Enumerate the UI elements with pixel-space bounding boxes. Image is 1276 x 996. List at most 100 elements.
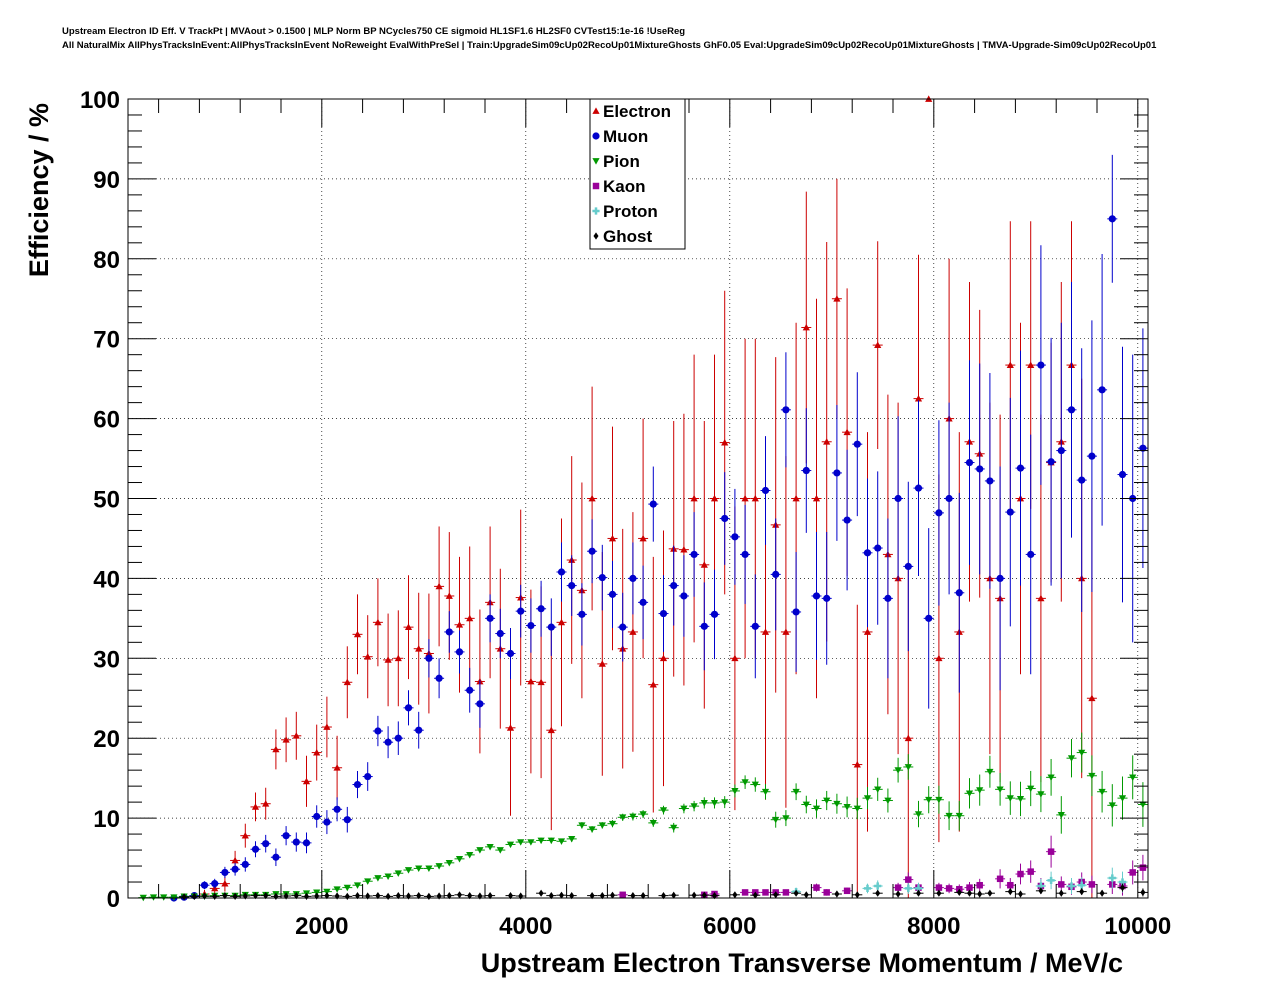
data-point xyxy=(710,610,719,618)
data-point xyxy=(977,890,983,898)
data-point xyxy=(232,892,238,901)
data-point xyxy=(1119,884,1126,892)
legend-label-muon: Muon xyxy=(603,127,648,146)
data-point xyxy=(782,889,790,896)
data-point xyxy=(455,621,464,628)
data-point xyxy=(568,581,576,590)
data-point xyxy=(925,796,933,804)
x-tick-label: 10000 xyxy=(1104,913,1171,940)
data-point xyxy=(365,892,371,900)
data-point xyxy=(221,868,229,877)
data-point xyxy=(324,892,330,900)
y-tick-label: 40 xyxy=(93,566,120,593)
data-point xyxy=(751,781,759,789)
data-point xyxy=(884,797,892,805)
series-kaon xyxy=(617,835,1148,899)
data-point xyxy=(557,618,566,626)
data-point xyxy=(965,790,974,797)
data-point xyxy=(649,500,657,508)
data-point xyxy=(323,818,331,826)
data-point xyxy=(333,886,341,893)
legend-label-kaon: Kaon xyxy=(603,177,646,196)
data-point xyxy=(1139,444,1147,452)
data-point xyxy=(782,406,790,414)
data-point xyxy=(506,649,515,658)
data-point xyxy=(364,653,372,660)
data-point xyxy=(874,786,882,793)
data-point xyxy=(598,660,606,667)
data-point xyxy=(1078,749,1086,757)
data-point xyxy=(659,807,668,814)
data-point xyxy=(486,843,494,851)
data-point xyxy=(904,562,912,571)
data-point xyxy=(996,574,1004,583)
legend-marker-kaon xyxy=(592,182,600,190)
data-point xyxy=(273,892,279,901)
data-point xyxy=(629,813,637,821)
data-point xyxy=(353,780,362,789)
data-point xyxy=(547,623,555,631)
data-point xyxy=(782,628,790,635)
data-point xyxy=(853,760,861,768)
data-point xyxy=(446,892,452,900)
data-point xyxy=(1140,888,1146,897)
data-point xyxy=(1099,889,1105,897)
data-point xyxy=(608,820,617,828)
data-point xyxy=(1047,458,1055,466)
data-point xyxy=(517,839,525,846)
data-point xyxy=(323,888,331,896)
data-point xyxy=(945,885,953,892)
data-point xyxy=(333,764,341,771)
data-point xyxy=(221,880,229,887)
data-point xyxy=(1037,594,1045,602)
data-point xyxy=(547,726,555,734)
data-point xyxy=(456,891,463,899)
data-point xyxy=(548,892,554,900)
data-point xyxy=(527,677,535,685)
data-point xyxy=(598,574,606,582)
data-point xyxy=(935,796,943,804)
data-point xyxy=(262,800,270,807)
data-point xyxy=(710,800,719,807)
data-point xyxy=(863,549,872,557)
data-series xyxy=(138,95,1148,902)
data-point xyxy=(833,295,841,302)
data-point xyxy=(303,892,310,901)
data-point xyxy=(588,547,596,555)
data-point xyxy=(741,494,749,502)
data-point xyxy=(649,681,657,688)
data-point xyxy=(823,889,830,896)
data-point xyxy=(1037,361,1045,369)
data-point xyxy=(700,561,708,568)
data-point xyxy=(416,892,422,900)
data-point xyxy=(843,428,851,436)
y-tick-label: 60 xyxy=(93,407,120,434)
data-point xyxy=(639,811,647,818)
data-point xyxy=(344,892,350,901)
data-point xyxy=(1006,508,1014,516)
data-point xyxy=(435,863,443,870)
data-point xyxy=(405,892,412,900)
data-point xyxy=(875,889,881,897)
data-point xyxy=(1007,888,1013,896)
series-muon xyxy=(168,154,1148,902)
data-point xyxy=(1047,848,1055,855)
data-point xyxy=(263,892,269,900)
data-point xyxy=(1016,464,1025,472)
data-point xyxy=(1108,874,1116,882)
data-point xyxy=(608,534,617,542)
data-point xyxy=(895,890,901,898)
data-point xyxy=(996,786,1004,793)
data-point xyxy=(313,812,321,821)
data-point xyxy=(608,590,617,598)
data-point xyxy=(945,494,953,503)
data-point xyxy=(1007,881,1014,889)
data-point xyxy=(496,847,504,854)
data-point xyxy=(445,859,453,867)
data-point xyxy=(700,800,708,807)
data-point xyxy=(191,892,197,901)
data-point xyxy=(772,816,780,824)
data-point xyxy=(690,494,698,502)
data-point xyxy=(241,860,249,869)
series-pion xyxy=(138,732,1148,902)
